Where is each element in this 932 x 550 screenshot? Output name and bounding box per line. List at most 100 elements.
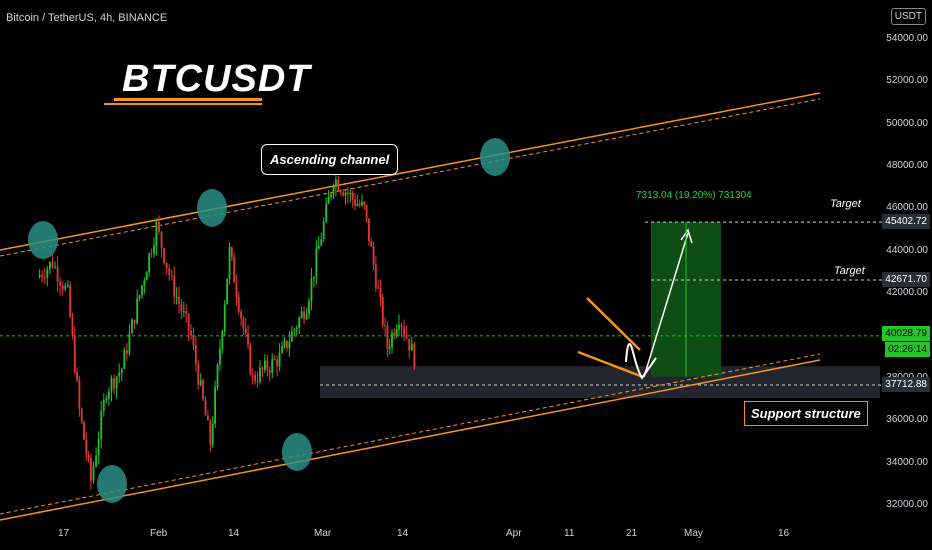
wedge-upper	[586, 297, 641, 351]
candle-body	[100, 410, 103, 440]
chart-title-annotation: BTCUSDT	[122, 58, 311, 100]
candle-body	[64, 285, 67, 290]
candle-body	[298, 317, 301, 328]
candle-body	[381, 296, 384, 325]
swing-circle	[197, 189, 227, 227]
y-tick-label: 52000.00	[886, 75, 928, 87]
swing-circle	[97, 465, 127, 503]
candle-body	[133, 319, 136, 324]
candle-body	[240, 311, 242, 319]
candle-body	[391, 332, 393, 348]
candle-body	[278, 352, 281, 367]
swing-circle	[28, 221, 58, 259]
candle-body	[41, 274, 44, 278]
candle-body	[332, 186, 335, 195]
candle-body	[317, 245, 320, 250]
candle-body	[128, 333, 131, 354]
candle-body	[261, 367, 264, 370]
candle-body	[173, 275, 176, 298]
candle-body	[214, 387, 217, 424]
candle-body	[160, 231, 163, 249]
y-tick-label: 34000.00	[886, 456, 928, 468]
candle-body	[400, 324, 403, 328]
candle-body	[226, 278, 229, 305]
candle-body	[230, 247, 233, 257]
candle-body	[393, 332, 396, 336]
candle-body	[365, 205, 368, 219]
candle-body	[264, 360, 266, 370]
channel-lower	[0, 359, 821, 521]
y-tick-label: 42000.00	[886, 287, 928, 299]
candle-body	[150, 253, 153, 255]
x-tick-label: 14	[228, 528, 240, 539]
candle-body	[85, 439, 88, 455]
candle-body	[136, 298, 139, 324]
candle-body	[95, 455, 97, 467]
candle-body	[242, 318, 245, 329]
title-underline-2	[104, 103, 262, 105]
candle-body	[247, 333, 249, 345]
candle-body	[386, 325, 389, 349]
candle-body	[165, 262, 168, 269]
currency-unit-button[interactable]: USDT	[890, 8, 926, 25]
candle-body	[131, 319, 133, 334]
candle-body	[283, 340, 286, 346]
candle-body	[102, 399, 105, 411]
candle-body	[395, 329, 398, 336]
channel-lower-dash	[0, 353, 821, 515]
candle-body	[199, 380, 202, 385]
candle-body	[168, 268, 171, 276]
candle-body	[138, 295, 141, 299]
candle-body	[368, 218, 370, 242]
candle-body	[273, 358, 276, 360]
candle-body	[216, 364, 219, 388]
candle-body	[354, 199, 356, 206]
candle-body	[361, 201, 363, 206]
candle-body	[120, 368, 123, 373]
candle-body	[78, 380, 81, 409]
target-1-label: Target	[830, 198, 861, 210]
candle-body	[408, 338, 411, 351]
candle-body	[363, 201, 366, 206]
candle-body	[313, 276, 315, 279]
candle-body	[320, 239, 323, 246]
candle-body	[315, 249, 318, 277]
candle-body	[51, 261, 54, 268]
candle-body	[46, 269, 49, 278]
candle-body	[153, 245, 155, 254]
candle-body	[288, 341, 291, 349]
candle-body	[244, 328, 247, 334]
candle-body	[76, 372, 78, 381]
x-tick-label: 21	[626, 528, 638, 539]
candle-body	[295, 327, 298, 330]
candle-body	[335, 179, 337, 187]
x-tick-label: 16	[778, 528, 790, 539]
candle-body	[123, 350, 126, 369]
current-price-badge: 40028.79	[882, 325, 930, 341]
y-tick-label: 48000.00	[886, 160, 928, 172]
candle-body	[322, 221, 325, 240]
candle-body	[182, 311, 185, 313]
candle-body	[413, 343, 416, 367]
candle-body	[190, 331, 192, 336]
candle-body	[325, 203, 328, 222]
candle-body	[118, 372, 121, 377]
x-tick-label: Apr	[506, 528, 522, 539]
candle-body	[344, 192, 347, 196]
candle-body	[235, 282, 238, 298]
support-structure-label: Support structure	[744, 401, 868, 426]
candle-body	[113, 377, 115, 389]
candle-body	[327, 197, 330, 204]
x-tick-label: 14	[397, 528, 409, 539]
projection-arrowhead	[680, 228, 693, 244]
projection-arrow	[643, 232, 689, 378]
candle-body	[125, 350, 128, 354]
candle-body	[92, 466, 95, 481]
candle-body	[80, 408, 83, 422]
y-tick-label: 44000.00	[886, 244, 928, 256]
candle-body	[305, 314, 308, 320]
target-2-label: Target	[834, 265, 865, 277]
candle-body	[170, 275, 173, 277]
x-tick-label: Mar	[314, 528, 332, 539]
